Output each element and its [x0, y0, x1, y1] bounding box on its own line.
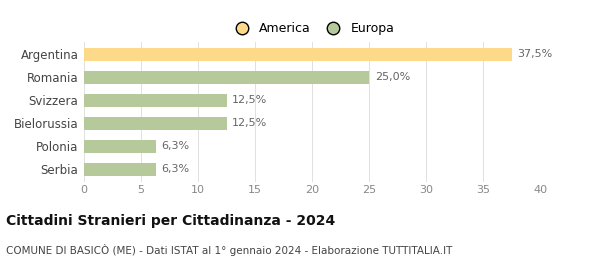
Bar	[84, 48, 511, 61]
Bar	[84, 94, 227, 107]
Bar	[84, 163, 156, 176]
Text: 12,5%: 12,5%	[232, 95, 268, 105]
Bar	[84, 140, 156, 153]
Text: Cittadini Stranieri per Cittadinanza - 2024: Cittadini Stranieri per Cittadinanza - 2…	[6, 214, 335, 229]
Text: 6,3%: 6,3%	[161, 164, 190, 174]
Text: 6,3%: 6,3%	[161, 141, 190, 151]
Legend: America, Europa: America, Europa	[224, 17, 400, 40]
Bar	[84, 117, 227, 130]
Text: 37,5%: 37,5%	[517, 49, 553, 59]
Bar	[84, 71, 369, 84]
Text: 12,5%: 12,5%	[232, 118, 268, 128]
Text: 25,0%: 25,0%	[374, 72, 410, 82]
Text: COMUNE DI BASICÒ (ME) - Dati ISTAT al 1° gennaio 2024 - Elaborazione TUTTITALIA.: COMUNE DI BASICÒ (ME) - Dati ISTAT al 1°…	[6, 244, 452, 256]
